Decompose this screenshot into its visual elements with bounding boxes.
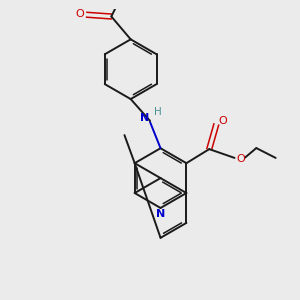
Text: N: N bbox=[156, 209, 165, 219]
Text: O: O bbox=[218, 116, 227, 126]
Text: O: O bbox=[75, 9, 84, 19]
Text: N: N bbox=[140, 113, 149, 123]
Text: H: H bbox=[154, 107, 162, 117]
Text: O: O bbox=[236, 154, 245, 164]
